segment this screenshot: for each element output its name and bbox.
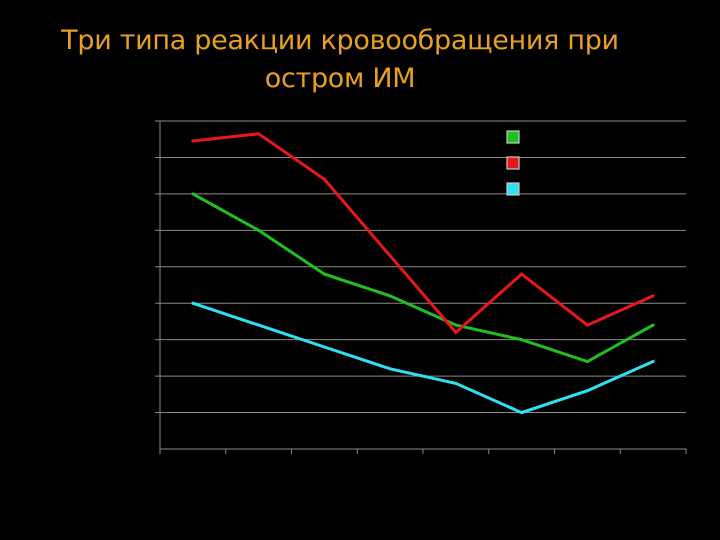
- data-point: [454, 330, 458, 334]
- data-point: [322, 272, 326, 276]
- data-point: [585, 389, 589, 393]
- data-point: [191, 192, 195, 196]
- data-point: [651, 360, 655, 364]
- data-point: [585, 323, 589, 327]
- data-point: [388, 294, 392, 298]
- data-point: [322, 177, 326, 181]
- data-point: [191, 301, 195, 305]
- data-point: [257, 132, 261, 136]
- slide-title-line-2: остром ИМ: [264, 63, 416, 94]
- data-point: [520, 338, 524, 342]
- data-point: [454, 323, 458, 327]
- data-point: [191, 139, 195, 143]
- data-point: [520, 272, 524, 276]
- legend-swatch-3: [506, 182, 520, 196]
- data-point: [520, 411, 524, 415]
- data-point: [388, 367, 392, 371]
- slide-title: Три типа реакции кровообращения при остр…: [0, 22, 680, 98]
- slide-title-line-1: Три типа реакции кровообращения при: [61, 25, 619, 56]
- data-point: [257, 323, 261, 327]
- data-point: [388, 254, 392, 258]
- legend-swatch-1: [506, 130, 520, 144]
- data-point: [651, 294, 655, 298]
- data-point: [322, 345, 326, 349]
- data-point: [651, 323, 655, 327]
- data-point: [257, 228, 261, 232]
- data-point: [454, 381, 458, 385]
- series-line-1: [192, 192, 654, 364]
- data-point: [585, 360, 589, 364]
- series-line-2: [192, 132, 654, 335]
- series-line-3: [192, 301, 654, 415]
- legend-swatch-2: [506, 156, 520, 170]
